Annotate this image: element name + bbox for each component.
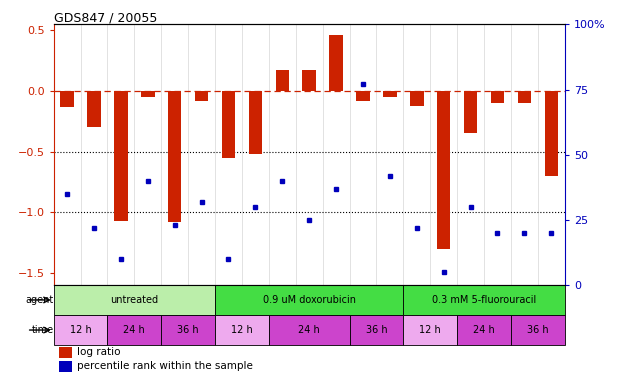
Text: 12 h: 12 h xyxy=(69,325,91,335)
Text: 36 h: 36 h xyxy=(365,325,387,335)
Bar xyxy=(215,315,269,345)
Bar xyxy=(437,91,451,249)
Bar xyxy=(61,91,74,107)
Text: untreated: untreated xyxy=(110,295,158,305)
Text: log ratio: log ratio xyxy=(76,347,120,357)
Bar xyxy=(59,347,71,358)
Text: agent: agent xyxy=(25,295,54,305)
Bar xyxy=(87,91,101,128)
Bar xyxy=(221,91,235,158)
Bar xyxy=(107,315,162,345)
Bar xyxy=(302,70,316,91)
Text: 0.9 uM doxorubicin: 0.9 uM doxorubicin xyxy=(262,295,356,305)
Bar xyxy=(457,315,511,345)
Text: 24 h: 24 h xyxy=(473,325,495,335)
Bar xyxy=(269,315,350,345)
Bar xyxy=(357,91,370,101)
Bar xyxy=(511,315,565,345)
Text: 24 h: 24 h xyxy=(298,325,320,335)
Bar xyxy=(403,285,565,315)
Bar xyxy=(403,315,457,345)
Text: GDS847 / 20055: GDS847 / 20055 xyxy=(54,11,157,24)
Bar xyxy=(491,91,504,103)
Bar xyxy=(168,91,182,222)
Bar xyxy=(59,361,71,372)
Text: 0.3 mM 5-fluorouracil: 0.3 mM 5-fluorouracil xyxy=(432,295,536,305)
Bar xyxy=(383,91,397,97)
Bar xyxy=(410,91,423,106)
Bar xyxy=(54,285,215,315)
Text: percentile rank within the sample: percentile rank within the sample xyxy=(76,362,252,371)
Bar xyxy=(141,91,155,97)
Bar xyxy=(545,91,558,176)
Text: 12 h: 12 h xyxy=(420,325,441,335)
Bar xyxy=(517,91,531,103)
Text: time: time xyxy=(32,325,54,335)
Bar xyxy=(276,70,289,91)
Bar xyxy=(114,91,127,221)
Bar xyxy=(162,315,215,345)
Bar xyxy=(464,91,477,134)
Text: 36 h: 36 h xyxy=(527,325,549,335)
Bar xyxy=(350,315,403,345)
Text: 24 h: 24 h xyxy=(124,325,145,335)
Bar xyxy=(195,91,208,101)
Bar xyxy=(215,285,403,315)
Text: 36 h: 36 h xyxy=(177,325,199,335)
Text: 12 h: 12 h xyxy=(231,325,253,335)
Bar xyxy=(329,35,343,91)
Bar xyxy=(249,91,262,154)
Bar xyxy=(54,315,107,345)
